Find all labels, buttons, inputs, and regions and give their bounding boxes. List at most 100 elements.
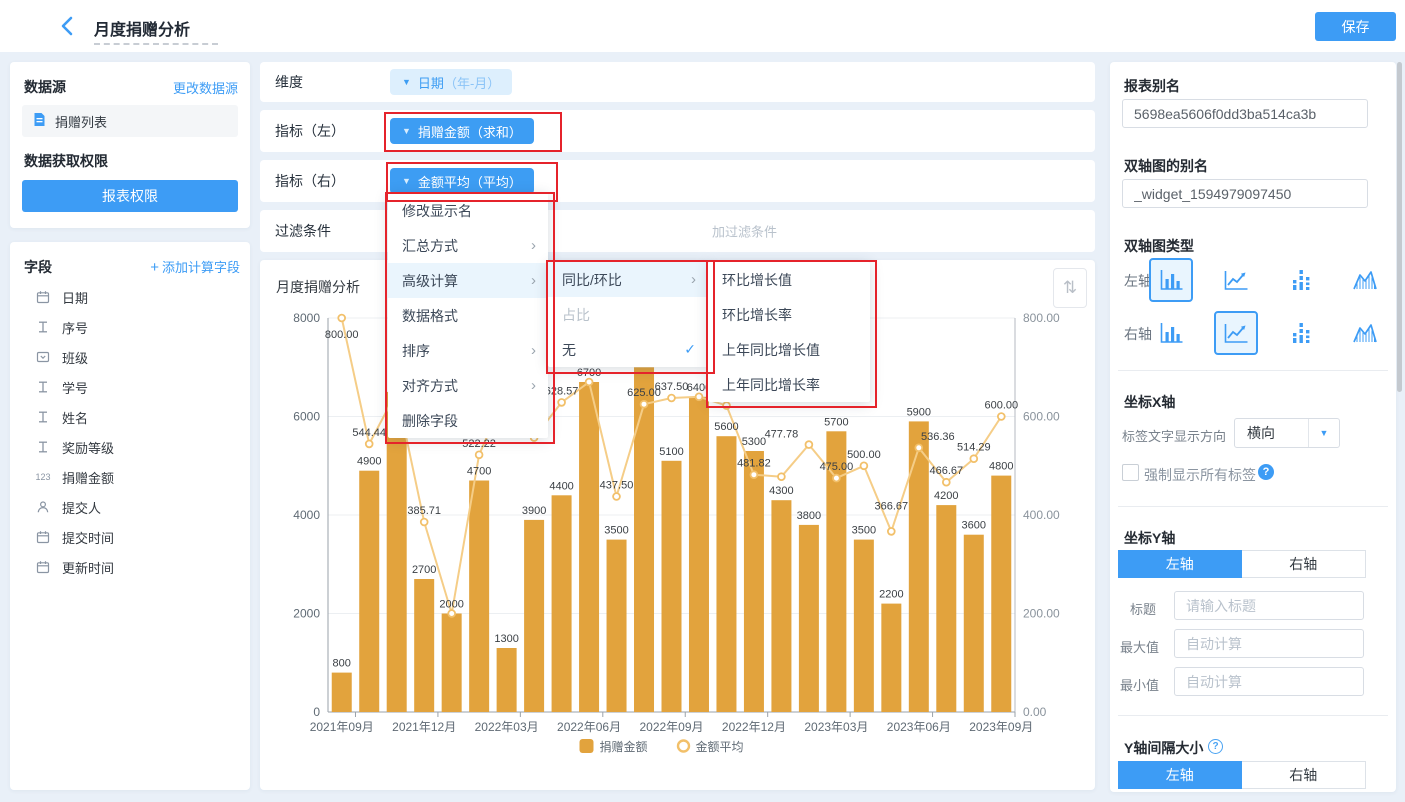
bar[interactable] — [963, 534, 984, 712]
menu-item[interactable]: 环比增长率 — [708, 297, 870, 332]
label-direction-select[interactable]: 横向 ▼ — [1234, 418, 1340, 448]
y-axis-toggle-left[interactable]: 左轴 — [1118, 550, 1242, 578]
save-button[interactable]: 保存 — [1315, 12, 1396, 41]
bar[interactable] — [386, 391, 407, 712]
line-point[interactable] — [804, 440, 814, 449]
bar[interactable] — [606, 539, 627, 712]
menu-item[interactable]: 汇总方式 › — [388, 228, 548, 263]
report-permission-button[interactable]: 报表权限 — [22, 180, 238, 212]
line-point[interactable] — [832, 473, 841, 483]
line-point[interactable] — [886, 527, 896, 536]
menu-item[interactable]: 高级计算 › — [388, 263, 548, 298]
bar[interactable] — [331, 672, 352, 712]
bar[interactable] — [359, 470, 380, 712]
bar[interactable] — [798, 524, 819, 712]
line-point[interactable] — [694, 392, 704, 402]
bar[interactable] — [441, 613, 462, 713]
line-point[interactable] — [667, 393, 676, 403]
menu-item[interactable]: 无 ✓ — [548, 332, 708, 367]
bar[interactable] — [716, 436, 737, 712]
y-interval-toggle-right[interactable]: 右轴 — [1241, 761, 1366, 789]
widget-alias-input[interactable] — [1122, 179, 1368, 208]
bar[interactable] — [771, 500, 792, 712]
bar[interactable] — [908, 421, 929, 712]
menu-item[interactable]: 删除字段 — [388, 403, 548, 438]
bar-chart-icon[interactable] — [1149, 311, 1193, 355]
bar[interactable] — [579, 382, 600, 712]
line-point[interactable] — [969, 454, 979, 464]
menu-item[interactable]: 上年同比增长值 — [708, 332, 870, 367]
bar[interactable] — [469, 480, 490, 713]
bar[interactable] — [524, 519, 545, 712]
bar[interactable] — [881, 603, 902, 712]
datasource-item[interactable]: 捐赠列表 — [22, 105, 238, 137]
bar[interactable] — [634, 367, 655, 713]
dimension-pill[interactable]: ▼ 日期（年-月） — [390, 69, 513, 95]
field-item[interactable]: 提交人 — [10, 492, 250, 522]
bar[interactable] — [551, 495, 572, 712]
line-point[interactable] — [941, 477, 951, 487]
stacked-bar-icon[interactable] — [1279, 311, 1323, 355]
bar[interactable] — [414, 579, 435, 712]
line-chart-icon[interactable] — [1214, 311, 1258, 355]
change-datasource-link[interactable]: 更改数据源 — [172, 81, 238, 96]
field-item[interactable]: 123 捐赠金额 — [10, 462, 250, 492]
line-point[interactable] — [914, 443, 924, 453]
bar[interactable] — [853, 539, 874, 712]
bar[interactable] — [743, 451, 764, 712]
line-point[interactable] — [722, 401, 731, 410]
line-point[interactable] — [996, 412, 1006, 421]
menu-item[interactable]: 对齐方式 › — [388, 368, 548, 403]
metric-left-pill[interactable]: ▼ 捐赠金额（求和） — [390, 118, 534, 144]
axis-title-input[interactable] — [1174, 591, 1364, 620]
line-point[interactable] — [777, 472, 786, 482]
bar[interactable] — [936, 505, 957, 712]
menu-item[interactable]: 上年同比增长率 — [708, 367, 870, 402]
min-value-input[interactable] — [1174, 667, 1364, 696]
force-labels-checkbox[interactable] — [1122, 464, 1139, 481]
report-alias-input[interactable] — [1122, 99, 1368, 128]
bar[interactable] — [661, 460, 682, 712]
line-point[interactable] — [364, 439, 374, 449]
field-item[interactable]: 学号 — [10, 372, 250, 402]
bar[interactable] — [496, 648, 517, 712]
help-icon[interactable]: ? — [1208, 739, 1223, 754]
add-calc-field-link[interactable]: + 添加计算字段 — [150, 259, 240, 276]
field-item[interactable]: 序号 — [10, 312, 250, 342]
menu-item[interactable]: 同比/环比 › — [548, 262, 708, 297]
field-item[interactable]: 日期 — [10, 282, 250, 312]
line-point[interactable] — [584, 377, 594, 387]
field-item[interactable]: 奖励等级 — [10, 432, 250, 462]
line-point[interactable] — [337, 313, 346, 323]
line-point[interactable] — [612, 492, 621, 501]
line-point[interactable] — [474, 450, 484, 460]
menu-item[interactable]: 排序 › — [388, 333, 548, 368]
sort-icon[interactable]: ⇅ — [1053, 268, 1087, 308]
menu-item[interactable]: 环比增长值 — [708, 262, 870, 297]
stacked-bar-icon[interactable] — [1279, 258, 1323, 302]
back-icon[interactable] — [56, 14, 80, 38]
area-chart-icon[interactable] — [1343, 311, 1387, 355]
field-item[interactable]: 班级 — [10, 342, 250, 372]
y-interval-toggle-left[interactable]: 左轴 — [1118, 761, 1242, 789]
line-point[interactable] — [419, 517, 429, 527]
line-point[interactable] — [557, 398, 566, 407]
field-item[interactable]: 姓名 — [10, 402, 250, 432]
line-point[interactable] — [447, 609, 457, 618]
help-icon[interactable]: ? — [1258, 464, 1274, 480]
bar-chart-icon[interactable] — [1149, 258, 1193, 302]
line-point[interactable] — [859, 461, 869, 471]
legend[interactable]: 捐赠金额 金额平均 — [579, 739, 744, 754]
field-item[interactable]: 更新时间 — [10, 552, 250, 582]
menu-item[interactable]: 数据格式 — [388, 298, 548, 333]
bar[interactable] — [688, 396, 709, 712]
menu-item[interactable]: 修改显示名 — [388, 193, 548, 228]
metric-right-pill[interactable]: ▼ 金额平均（平均） — [390, 168, 534, 194]
area-chart-icon[interactable] — [1343, 258, 1387, 302]
line-point[interactable] — [639, 399, 649, 409]
scrollbar[interactable] — [1397, 62, 1402, 392]
bar[interactable] — [991, 475, 1012, 712]
max-value-input[interactable] — [1174, 629, 1364, 658]
line-point[interactable] — [749, 470, 759, 480]
bar[interactable] — [826, 431, 847, 712]
